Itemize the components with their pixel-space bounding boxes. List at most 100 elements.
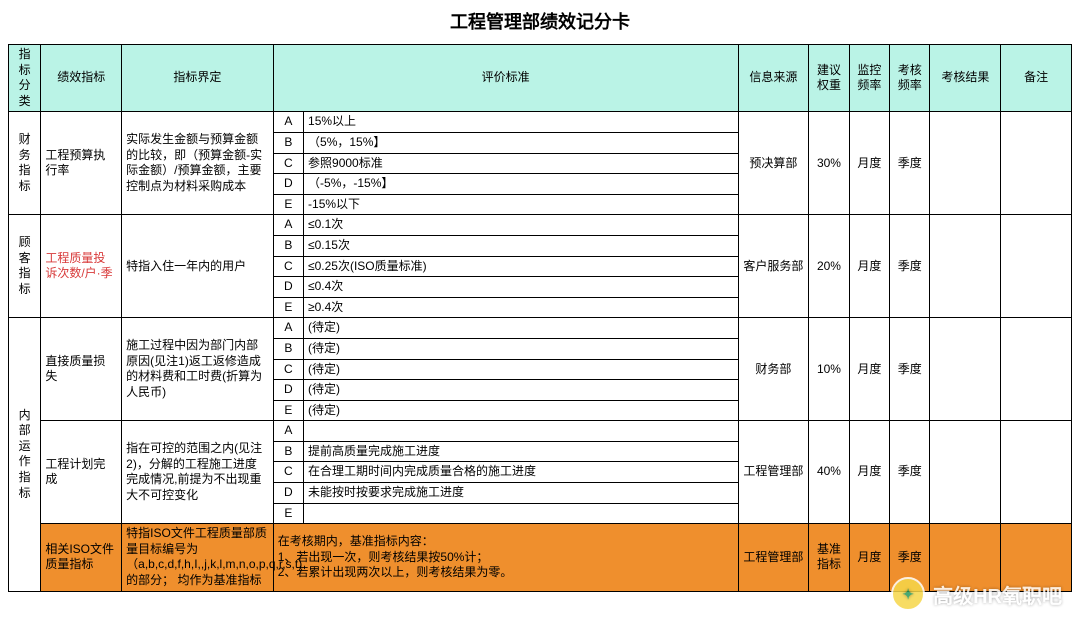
source-cell: 工程管理部 — [738, 421, 809, 524]
definition-cell: 指在可控的范围之内(见注2)，分解的工程施工进度完成情况,前提为不出现重大不可控… — [122, 421, 274, 524]
criteria-cell: （5%，15%】 — [304, 132, 739, 153]
grade-cell: B — [273, 235, 303, 256]
weight-cell: 20% — [809, 215, 849, 318]
weight-cell: 10% — [809, 318, 849, 421]
criteria-cell: （-5%，-15%】 — [304, 174, 739, 195]
criteria-cell: ≤0.15次 — [304, 235, 739, 256]
monitor-cell: 月度 — [849, 112, 889, 215]
definition-cell: 特指ISO文件工程质量部质量目标编号为（a,b,c,d,f,h,I,,j,k,l… — [122, 524, 274, 591]
assess-cell: 季度 — [890, 318, 930, 421]
indicator-cell: 相关ISO文件质量指标 — [41, 524, 122, 591]
grade-cell: C — [273, 153, 303, 174]
grade-cell: B — [273, 338, 303, 359]
assess-cell: 季度 — [890, 112, 930, 215]
page-title: 工程管理部绩效记分卡 — [8, 8, 1072, 34]
monitor-cell: 月度 — [849, 215, 889, 318]
grade-cell: D — [273, 174, 303, 195]
monitor-cell: 月度 — [849, 524, 889, 591]
remark-cell — [1001, 318, 1072, 421]
source-cell: 客户服务部 — [738, 215, 809, 318]
scorecard-table: 指标分类 绩效指标 指标界定 评价标准 信息来源 建议权重 监控频率 考核频率 … — [8, 44, 1072, 592]
result-cell — [930, 421, 1001, 524]
criteria-cell — [304, 421, 739, 442]
hdr-criteria: 评价标准 — [273, 45, 738, 112]
criteria-cell: 在合理工期时间内完成质量合格的施工进度 — [304, 462, 739, 483]
criteria-cell: (待定) — [304, 380, 739, 401]
table-row: 财务指标工程预算执行率实际发生金额与预算金额的比较，即（预算金额-实际金额）/预… — [9, 112, 1072, 133]
criteria-cell: (待定) — [304, 400, 739, 421]
criteria-cell: 未能按时按要求完成施工进度 — [304, 483, 739, 504]
result-cell — [930, 215, 1001, 318]
remark-cell — [1001, 421, 1072, 524]
hdr-result: 考核结果 — [930, 45, 1001, 112]
watermark-text: 高级HR氧职吧 — [933, 580, 1062, 609]
category-cell: 内部运作指标 — [9, 318, 41, 591]
indicator-cell: 工程计划完成 — [41, 421, 122, 524]
hdr-definition: 指标界定 — [122, 45, 274, 112]
result-cell — [930, 112, 1001, 215]
definition-cell: 特指入住一年内的用户 — [122, 215, 274, 318]
grade-cell: C — [273, 256, 303, 277]
grade-cell: A — [273, 112, 303, 133]
remark-cell — [1001, 215, 1072, 318]
assess-cell: 季度 — [890, 421, 930, 524]
hdr-remark: 备注 — [1001, 45, 1072, 112]
criteria-cell — [304, 503, 739, 524]
table-row: 工程计划完成指在可控的范围之内(见注2)，分解的工程施工进度完成情况,前提为不出… — [9, 421, 1072, 442]
grade-cell: B — [273, 441, 303, 462]
criteria-cell: ≤0.4次 — [304, 277, 739, 298]
source-cell: 预决算部 — [738, 112, 809, 215]
grade-cell: E — [273, 503, 303, 524]
grade-cell: C — [273, 462, 303, 483]
criteria-cell: 在考核期内，基准指标内容：1、若出现一次，则考核结果按50%计；2、若累计出现两… — [273, 524, 738, 591]
hdr-weight: 建议权重 — [809, 45, 849, 112]
definition-cell: 实际发生金额与预算金额的比较，即（预算金额-实际金额）/预算金额，主要控制点为材… — [122, 112, 274, 215]
criteria-cell: (待定) — [304, 338, 739, 359]
criteria-cell: ≥0.4次 — [304, 297, 739, 318]
indicator-cell: 工程预算执行率 — [41, 112, 122, 215]
grade-cell: A — [273, 421, 303, 442]
table-row: 内部运作指标直接质量损失施工过程中因为部门内部原因(见注1)返工返修造成的材料费… — [9, 318, 1072, 339]
weight-cell: 40% — [809, 421, 849, 524]
hdr-assess: 考核频率 — [890, 45, 930, 112]
criteria-cell: 15%以上 — [304, 112, 739, 133]
hdr-monitor: 监控频率 — [849, 45, 889, 112]
watermark: ✦ 高级HR氧职吧 — [891, 577, 1062, 611]
table-row: 顾客指标工程质量投诉次数/户·季特指入住一年内的用户A≤0.1次客户服务部20%… — [9, 215, 1072, 236]
grade-cell: D — [273, 483, 303, 504]
definition-cell: 施工过程中因为部门内部原因(见注1)返工返修造成的材料费和工时费(折算为人民币) — [122, 318, 274, 421]
criteria-cell: (待定) — [304, 359, 739, 380]
grade-cell: E — [273, 400, 303, 421]
grade-cell: E — [273, 194, 303, 215]
grade-cell: A — [273, 215, 303, 236]
category-cell: 财务指标 — [9, 112, 41, 215]
grade-cell: A — [273, 318, 303, 339]
indicator-cell: 工程质量投诉次数/户·季 — [41, 215, 122, 318]
criteria-cell: 提前高质量完成施工进度 — [304, 441, 739, 462]
result-cell — [930, 318, 1001, 421]
grade-cell: D — [273, 380, 303, 401]
hdr-indicator: 绩效指标 — [41, 45, 122, 112]
criteria-cell: -15%以下 — [304, 194, 739, 215]
category-cell: 顾客指标 — [9, 215, 41, 318]
weight-cell: 基准指标 — [809, 524, 849, 591]
grade-cell: E — [273, 297, 303, 318]
indicator-cell: 直接质量损失 — [41, 318, 122, 421]
remark-cell — [1001, 112, 1072, 215]
criteria-cell: 参照9000标准 — [304, 153, 739, 174]
wechat-icon: ✦ — [891, 577, 925, 611]
grade-cell: B — [273, 132, 303, 153]
source-cell: 财务部 — [738, 318, 809, 421]
criteria-cell: ≤0.25次(ISO质量标准) — [304, 256, 739, 277]
grade-cell: D — [273, 277, 303, 298]
monitor-cell: 月度 — [849, 421, 889, 524]
grade-cell: C — [273, 359, 303, 380]
criteria-cell: (待定) — [304, 318, 739, 339]
hdr-source: 信息来源 — [738, 45, 809, 112]
criteria-cell: ≤0.1次 — [304, 215, 739, 236]
weight-cell: 30% — [809, 112, 849, 215]
source-cell: 工程管理部 — [738, 524, 809, 591]
monitor-cell: 月度 — [849, 318, 889, 421]
assess-cell: 季度 — [890, 215, 930, 318]
hdr-category: 指标分类 — [9, 45, 41, 112]
